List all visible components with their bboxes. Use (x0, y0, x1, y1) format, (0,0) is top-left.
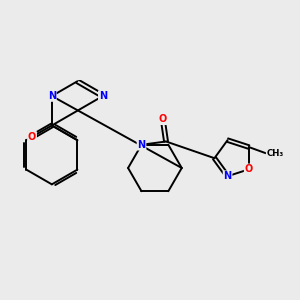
Text: N: N (137, 140, 146, 150)
Text: O: O (245, 164, 253, 174)
Text: N: N (48, 91, 56, 101)
Text: O: O (28, 132, 36, 142)
Text: CH₃: CH₃ (266, 149, 283, 158)
Text: O: O (159, 114, 167, 124)
Text: N: N (224, 171, 232, 181)
Text: N: N (99, 91, 107, 101)
